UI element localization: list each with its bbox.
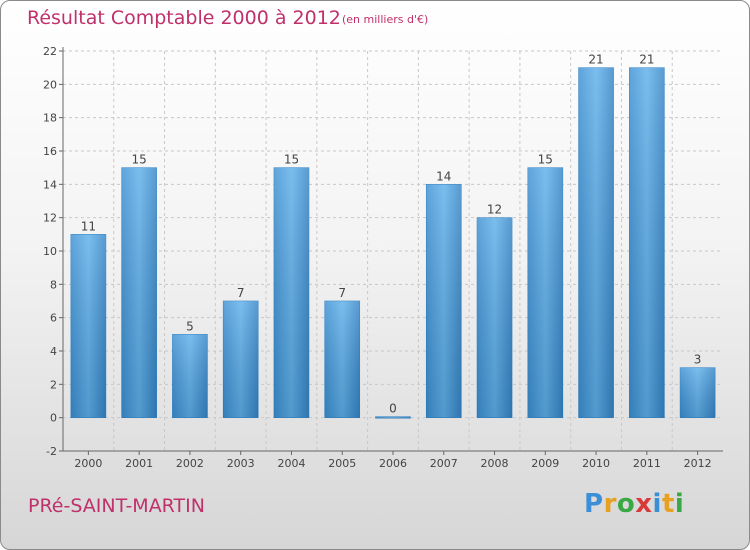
proxiti-logo: Proxiti xyxy=(584,489,684,519)
y-tick-label: 4 xyxy=(50,345,57,358)
bar-shade xyxy=(629,67,665,418)
data-label: 0 xyxy=(389,402,397,416)
logo-letter: t xyxy=(661,489,675,519)
data-label: 21 xyxy=(588,53,603,67)
x-tick-label: 2006 xyxy=(379,457,407,470)
grid-lines xyxy=(63,50,723,452)
logo-letter: i xyxy=(674,489,685,519)
bar-shade xyxy=(527,167,563,418)
bar-shade xyxy=(477,217,513,418)
logo-letter: x xyxy=(635,489,653,519)
bar-shade xyxy=(680,367,716,418)
bar-shade xyxy=(273,167,309,418)
bar-shade xyxy=(70,234,106,418)
bar-shade xyxy=(121,167,157,418)
bar-shade xyxy=(172,334,208,418)
data-label: 5 xyxy=(186,319,194,333)
data-label: 12 xyxy=(487,203,502,217)
x-tick-label: 2012 xyxy=(684,457,712,470)
x-tick-label: 2003 xyxy=(227,457,255,470)
data-label: 3 xyxy=(694,353,702,367)
data-label: 15 xyxy=(132,153,147,167)
y-tick-label: 0 xyxy=(50,412,57,425)
x-tick-label: 2001 xyxy=(125,457,153,470)
y-tick-label: 2 xyxy=(50,378,57,391)
bars xyxy=(70,67,716,419)
data-label: 7 xyxy=(237,286,245,300)
y-tick-label: 12 xyxy=(43,212,57,225)
y-tick-label: 6 xyxy=(50,312,57,325)
axes: -2 0 2 4 6 8 10 12 14 16 18 20 22 xyxy=(43,45,723,458)
x-tick-label: 2000 xyxy=(74,457,102,470)
y-tick-label: -2 xyxy=(46,445,57,458)
y-tick-label: 22 xyxy=(43,45,57,58)
data-label: 15 xyxy=(538,153,553,167)
logo-letter: o xyxy=(616,489,636,519)
data-label: 21 xyxy=(639,53,654,67)
x-tick-label: 2010 xyxy=(582,457,610,470)
logo-letter: P xyxy=(584,489,604,519)
y-tick-label: 16 xyxy=(43,145,57,158)
bar-shade xyxy=(578,67,614,418)
x-tick-label: 2011 xyxy=(633,457,661,470)
labels: 11 2000 15 2001 5 2002 7 2003 15 2004 7 2005 0 2006 14… xyxy=(74,53,711,470)
x-tick-label: 2009 xyxy=(531,457,559,470)
logo-letter: r xyxy=(603,489,617,519)
x-tick-label: 2002 xyxy=(176,457,204,470)
x-tick-label: 2004 xyxy=(277,457,305,470)
bar-shade xyxy=(426,184,462,418)
data-label: 15 xyxy=(284,153,299,167)
x-tick-label: 2008 xyxy=(481,457,509,470)
bar-shade xyxy=(223,301,259,418)
chart-title: Résultat Comptable 2000 à 2012 xyxy=(27,7,341,29)
y-tick-label: 20 xyxy=(43,78,57,91)
data-label: 14 xyxy=(436,169,451,183)
bar-shade xyxy=(375,416,411,419)
data-label: 7 xyxy=(338,286,346,300)
y-tick-label: 18 xyxy=(43,112,57,125)
bar-shade xyxy=(324,301,360,418)
commune-name: PRé-SAINT-MARTIN xyxy=(28,495,205,517)
y-tick-label: 14 xyxy=(43,178,57,191)
y-tick-label: 10 xyxy=(43,245,57,258)
chart-subtitle: (en milliers d'€) xyxy=(342,13,429,26)
x-tick-label: 2007 xyxy=(430,457,458,470)
y-tick-label: 8 xyxy=(50,278,57,291)
data-label: 11 xyxy=(81,219,96,233)
logo-letter: i xyxy=(652,489,662,519)
x-tick-label: 2005 xyxy=(328,457,356,470)
